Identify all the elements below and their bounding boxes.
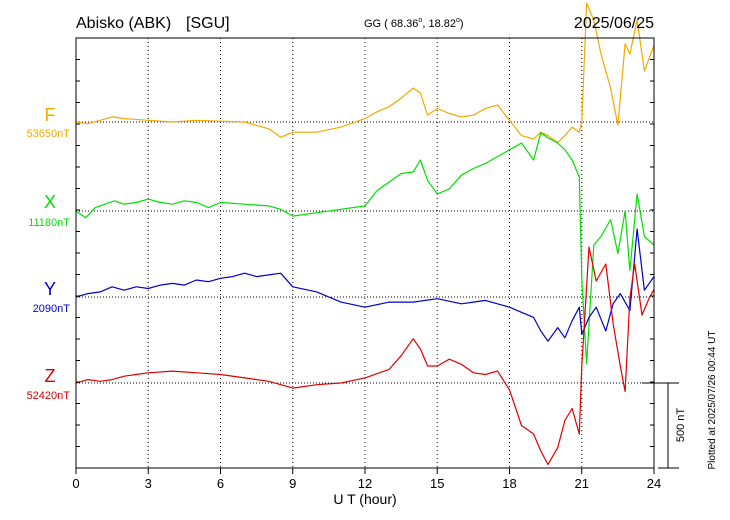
series-name-Y: Y (44, 279, 56, 299)
tick-label-x-6: 6 (217, 476, 224, 491)
series-line-X (75, 132, 655, 365)
x-axis-label: U T (hour) (333, 491, 396, 507)
coords-sep: , (422, 18, 428, 30)
series-traces (75, 2, 655, 466)
series-labels: F 53650nT X 11180nT Y 2090nT Z 52420nT (27, 105, 71, 402)
degree-mark-lat: o (418, 17, 422, 24)
axis-ticks: 0 3 6 9 12 15 18 21 24 (72, 59, 661, 491)
tick-label-x-15: 15 (430, 476, 444, 491)
series-baseline-Y: 2090nT (33, 303, 71, 315)
series-baseline-F: 53650nT (27, 128, 71, 140)
source-label: [SGU] (186, 15, 230, 32)
series-name-Z: Z (45, 366, 56, 386)
coords-lon: 18.82 (428, 18, 456, 30)
coordinates-label: GG ( 68.36o, 18.82o) (364, 17, 464, 30)
scale-bar-label: 500 nT (675, 408, 687, 443)
series-baseline-Z: 52420nT (27, 390, 71, 402)
date-label: 2025/06/25 (574, 15, 654, 32)
series-name-F: F (45, 105, 56, 125)
tick-label-x-3: 3 (145, 476, 152, 491)
tick-label-x-9: 9 (289, 476, 296, 491)
tick-label-x-21: 21 (575, 476, 589, 491)
degree-mark-lon: o (456, 17, 460, 24)
series-line-F (75, 2, 655, 143)
coords-suffix: ) (460, 18, 464, 30)
series-name-X: X (44, 192, 56, 212)
grid-lines (147, 38, 583, 468)
station-title: Abisko (ABK) (76, 15, 171, 32)
series-baseline-X: 11180nT (28, 217, 70, 229)
series-line-Z (75, 246, 655, 466)
series-line-Y (75, 228, 655, 342)
tick-label-x-18: 18 (502, 476, 516, 491)
plotted-note: Plotted at 2025/07/26 00:44 UT (707, 331, 718, 470)
tick-label-x-24: 24 (647, 476, 661, 491)
baseline-dotted-lines (76, 121, 654, 384)
coords-lat: 68.36 (391, 18, 419, 30)
coords-prefix: GG ( (364, 18, 391, 30)
tick-label-x-12: 12 (358, 476, 372, 491)
tick-label-x-0: 0 (72, 476, 79, 491)
scale-bar: 500 nT (642, 382, 687, 469)
